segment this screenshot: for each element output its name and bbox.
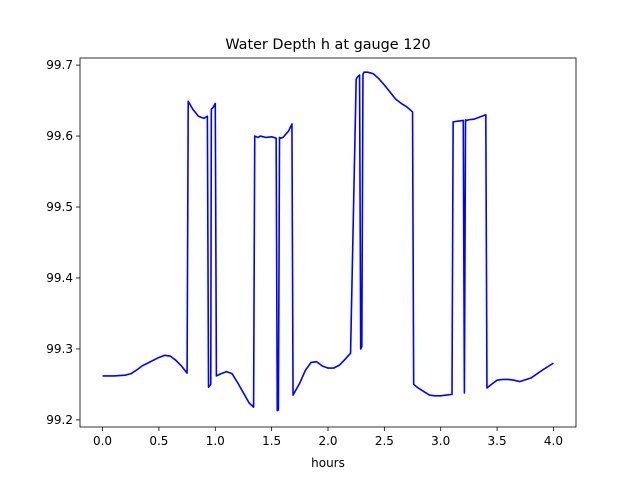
x-tick-label: 1.0 bbox=[206, 434, 225, 448]
y-tick-label: 99.2 bbox=[46, 413, 73, 427]
x-tick-label: 2.0 bbox=[318, 434, 337, 448]
x-tick-label: 1.5 bbox=[262, 434, 281, 448]
x-tick-label: 0.5 bbox=[149, 434, 168, 448]
x-axis: 0.0 0.5 1.0 1.5 2.0 2.5 3.0 3.5 4.0 bbox=[93, 427, 563, 448]
y-tick-label: 99.4 bbox=[46, 271, 73, 285]
y-tick-label: 99.3 bbox=[46, 342, 73, 356]
chart-title: Water Depth h at gauge 120 bbox=[225, 37, 430, 53]
x-tick-label: 3.5 bbox=[488, 434, 507, 448]
series-line bbox=[102, 71, 554, 412]
y-tick-label: 99.5 bbox=[46, 200, 73, 214]
y-axis: 99.2 99.3 99.4 99.5 99.6 99.7 bbox=[46, 58, 80, 427]
x-tick-label: 4.0 bbox=[544, 434, 563, 448]
y-tick-label: 99.7 bbox=[46, 58, 73, 72]
x-tick-label: 2.5 bbox=[375, 434, 394, 448]
x-axis-label: hours bbox=[311, 456, 345, 470]
y-tick-label: 99.6 bbox=[46, 129, 73, 143]
x-tick-label: 3.0 bbox=[431, 434, 450, 448]
x-tick-label: 0.0 bbox=[93, 434, 112, 448]
